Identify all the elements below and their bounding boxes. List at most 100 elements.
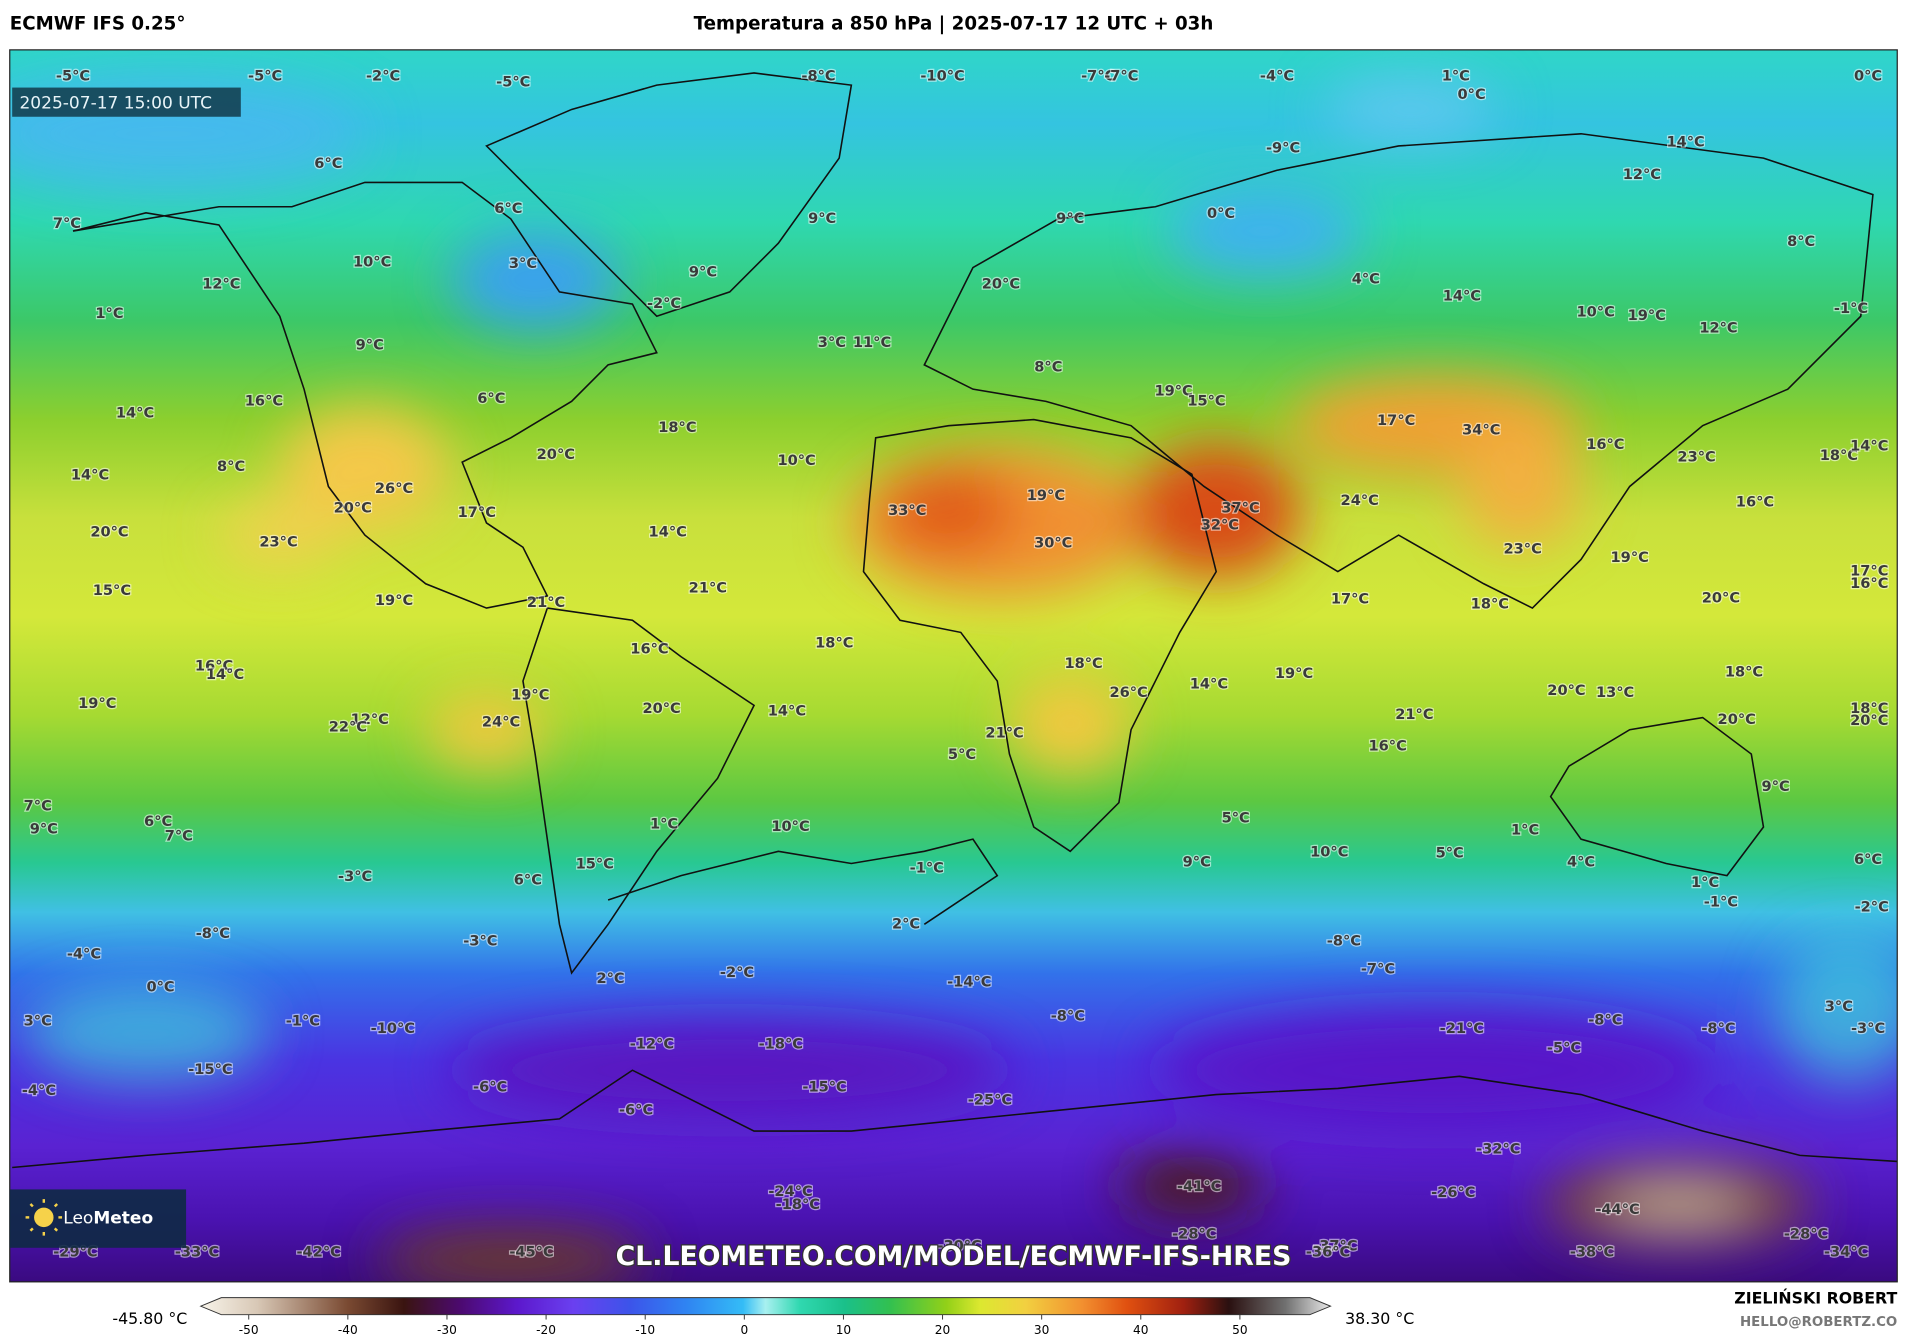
temperature-label: -4°C [67, 946, 101, 963]
temperature-label: 10°C [771, 818, 809, 835]
temperature-label: 7°C [165, 828, 193, 845]
temperature-label: 0°C [1854, 68, 1882, 85]
temperature-label: 0°C [146, 979, 174, 996]
temperature-label: 4°C [1567, 853, 1595, 870]
temperature-label: 21°C [689, 580, 727, 597]
temperature-label: 6°C [477, 390, 505, 407]
temperature-label: 13°C [1596, 684, 1634, 701]
temperature-label: 20°C [1850, 712, 1888, 729]
credit-email: HELLO@ROBERTZ.CO [1740, 1315, 1897, 1330]
temperature-label: -34°C [1824, 1244, 1868, 1261]
colorbar-min: -45.80 °C [112, 1309, 187, 1328]
temperature-label: 23°C [259, 533, 297, 550]
temperature-label: -1°C [1704, 893, 1738, 910]
temperature-label: -41°C [1177, 1178, 1221, 1195]
temperature-label: 17°C [1331, 591, 1369, 608]
temperature-label: 19°C [1275, 665, 1313, 682]
temperature-label: 14°C [1850, 437, 1888, 454]
temperature-label: -8°C [1327, 932, 1361, 949]
temperature-label: 6°C [314, 155, 342, 172]
temperature-label: 2°C [596, 970, 624, 987]
map-title: Temperatura a 850 hPa | 2025-07-17 12 UT… [694, 13, 1214, 34]
temperature-label: -28°C [1172, 1225, 1216, 1242]
temperature-label: 17°C [458, 504, 496, 521]
temperature-label: -30°C [937, 1238, 981, 1255]
temperature-label: -8°C [801, 68, 835, 85]
temperature-label: 19°C [1027, 487, 1065, 504]
map-label-layer: -5°C -5°C -2°C -5°C -8°C -10°C -7°C-7°C -4°C 1°C… [21, 66, 1890, 1261]
temperature-label: 11°C [853, 334, 891, 351]
colorbar-ticks: -50 -40 -30 -20 -10 0 10 20 30 40 50 [239, 1314, 1248, 1337]
temperature-label: 34°C [1462, 422, 1500, 439]
temperature-label: -28°C [1784, 1225, 1828, 1242]
temperature-label: -5°C [248, 68, 282, 85]
temperature-label: 8°C [1034, 358, 1062, 375]
temperature-label: -21°C [1440, 1020, 1484, 1037]
temperature-label: 14°C [649, 524, 687, 541]
temperature-label: -4°C [1260, 68, 1294, 85]
temperature-label: -38°C [1570, 1244, 1614, 1261]
temperature-label: 19°C [78, 695, 116, 712]
temperature-label: -5°C [496, 74, 530, 91]
logo-sun [34, 1207, 54, 1228]
colorbar-tick-label: -50 [239, 1323, 259, 1337]
temperature-label: 20°C [982, 276, 1020, 293]
temperature-label: -8°C [196, 925, 230, 942]
temperature-label: 12°C [202, 276, 240, 293]
model-name: ECMWF IFS 0.25° [10, 13, 186, 34]
temperature-label: -1°C [1834, 300, 1868, 317]
temperature-label: 7°C [24, 797, 52, 814]
temperature-label: 9°C [30, 820, 58, 837]
temperature-label: 18°C [1850, 700, 1888, 717]
temperature-label: 22°C [329, 718, 367, 735]
temperature-label: 9°C [689, 263, 717, 280]
colorbar-tick-label: 40 [1133, 1323, 1148, 1337]
temperature-label: 16°C [1850, 575, 1888, 592]
timestamp: 2025-07-17 15:00 UTC [19, 93, 211, 113]
temperature-label: 6°C [494, 200, 522, 217]
temperature-label: 18°C [658, 419, 696, 436]
temperature-label: 20°C [90, 524, 128, 541]
temperature-label: 19°C [375, 592, 413, 609]
temperature-label: -2°C [720, 964, 754, 981]
temperature-label: -14°C [947, 974, 991, 991]
temperature-label: 10°C [777, 452, 815, 469]
temperature-label: -10°C [371, 1020, 415, 1037]
temperature-label: -7°C [1081, 68, 1115, 85]
credit-author: ZIELIŃSKI ROBERT [1734, 1288, 1897, 1307]
temperature-label: 16°C [195, 657, 233, 674]
temperature-label: 5°C [1436, 845, 1464, 862]
temperature-label: 16°C [1586, 436, 1624, 453]
temperature-label: -42°C [296, 1244, 340, 1261]
temperature-label: 14°C [768, 702, 806, 719]
temperature-label: 8°C [217, 458, 245, 475]
temperature-label: -5°C [1547, 1039, 1581, 1056]
temperature-label: -2°C [1855, 898, 1889, 915]
temperature-label: 10°C [353, 254, 391, 271]
temperature-label: 3°C [818, 334, 846, 351]
temperature-label: 24°C [482, 713, 520, 730]
temperature-label: -1°C [286, 1013, 320, 1030]
temperature-label: -36°C [1306, 1244, 1350, 1261]
logo-rays [25, 1199, 63, 1236]
temperature-label: 0°C [1207, 205, 1235, 222]
temperature-label: 9°C [1183, 853, 1211, 870]
temperature-label: 12°C [1699, 319, 1737, 336]
temperature-label: 21°C [985, 724, 1023, 741]
temperature-label: -6°C [473, 1078, 507, 1095]
temperature-label: -2°C [366, 68, 400, 85]
temperature-label: 6°C [1854, 851, 1882, 868]
temperature-label: 24°C [1341, 492, 1379, 509]
temperature-label: 15°C [93, 582, 131, 599]
temperature-label: -7°C [1361, 960, 1395, 977]
temperature-label: 3°C [509, 255, 537, 272]
temperature-label: 6°C [514, 872, 542, 889]
field-anomalies [9, 79, 1898, 1282]
temperature-label: 21°C [1395, 706, 1433, 723]
temperature-label: 19°C [1628, 307, 1666, 324]
temperature-label: -45°C [509, 1244, 553, 1261]
temperature-label: 2°C [892, 915, 920, 932]
temperature-label: 19°C [1154, 383, 1192, 400]
temperature-label: 19°C [511, 687, 549, 704]
map-field [9, 49, 1898, 1282]
